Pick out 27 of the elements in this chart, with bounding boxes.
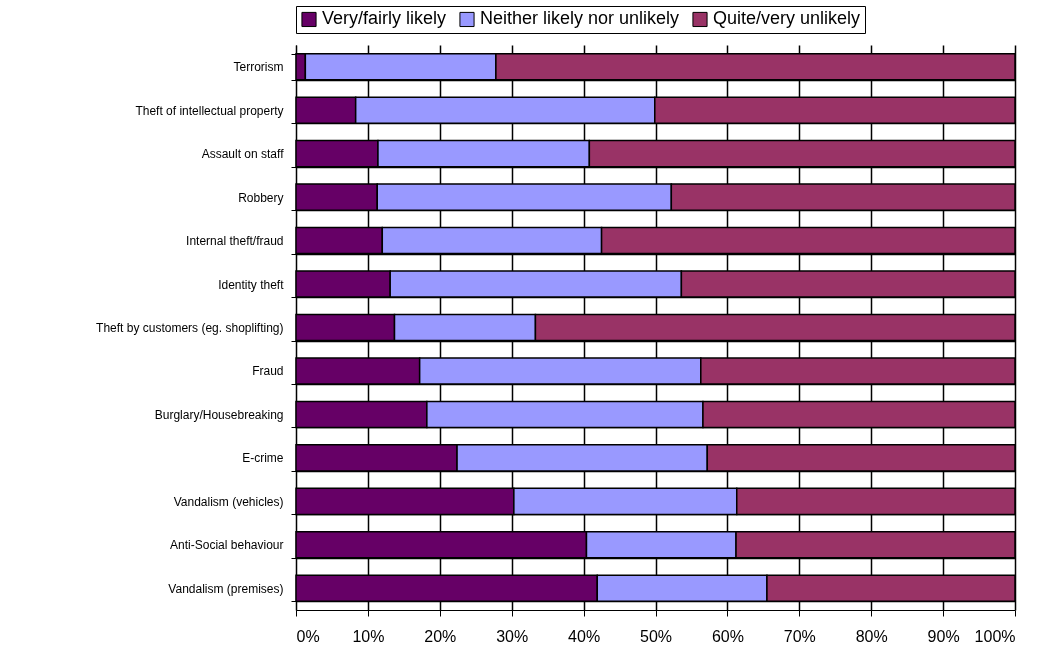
x-tick-label: 20% (424, 627, 457, 645)
x-tick-label: 0% (296, 627, 320, 645)
x-tick-label: 10% (352, 627, 385, 645)
y-tick-label: Burglary/Housebreaking (154, 407, 284, 422)
x-tick-label: 80% (855, 627, 888, 645)
x-tick-label: 100% (974, 627, 1016, 645)
y-tick-label: E-crime (242, 451, 284, 466)
legend-label: Neither likely nor unlikely (480, 8, 680, 29)
y-tick-label: Anti-Social behaviour (170, 538, 284, 553)
y-tick-label: Internal theft/fraud (186, 234, 284, 249)
x-tick-label: 90% (927, 627, 960, 645)
x-tick-label: 40% (568, 627, 601, 645)
y-tick-label: Identity theft (218, 277, 285, 292)
y-tick-label: Theft by customers (eg. shoplifting) (96, 321, 284, 335)
y-tick-label: Fraud (252, 364, 284, 379)
y-tick-label: Theft of intellectual property (135, 103, 284, 118)
legend-label: Very/fairly likely (322, 8, 447, 29)
y-tick-label: Robbery (238, 190, 284, 205)
x-tick-label: 30% (496, 627, 529, 645)
y-tick-label: Assault on staff (201, 147, 285, 162)
y-tick-label: Terrorism (233, 60, 284, 75)
x-tick-label: 70% (783, 627, 816, 645)
legend-label: Quite/very unlikely (713, 8, 861, 29)
x-tick-label: 60% (711, 627, 744, 645)
y-tick-label: Vandalism (premises) (168, 581, 284, 596)
y-tick-label: Vandalism (vehicles) (173, 494, 284, 509)
x-tick-label: 50% (639, 627, 673, 645)
